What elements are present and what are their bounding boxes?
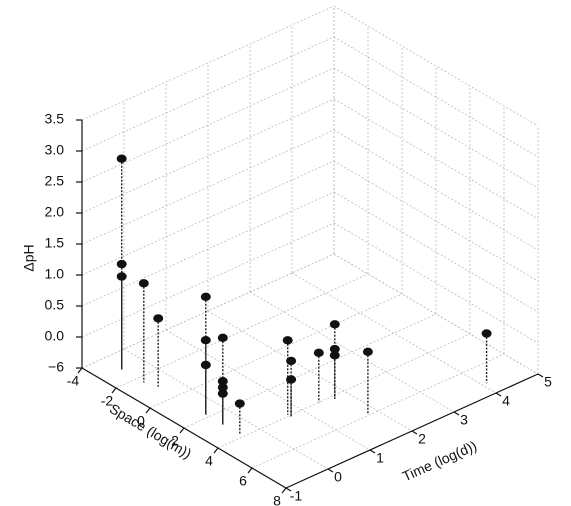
tick-mark — [453, 411, 460, 416]
x-tick-label: -4 — [67, 373, 80, 389]
y-tick-label: 5 — [544, 374, 552, 390]
z-tick-label: 3.0 — [45, 142, 65, 158]
x-tick-label: 6 — [239, 473, 247, 489]
point — [138, 279, 149, 288]
point — [313, 348, 324, 357]
grid-line — [207, 310, 413, 432]
grid-line — [333, 129, 539, 251]
point — [282, 336, 293, 345]
y-tick-label: 2 — [418, 431, 426, 447]
point — [116, 259, 127, 269]
point — [217, 333, 228, 342]
tick-mark — [495, 392, 502, 397]
y-axis-title: Time (log(d)) — [400, 437, 479, 484]
x-tick-label: 4 — [205, 453, 213, 469]
x-tick-label: -2 — [101, 393, 114, 409]
grid-line — [333, 253, 539, 375]
tick-mark — [111, 387, 117, 394]
point — [217, 383, 228, 392]
point — [200, 360, 211, 370]
grid-line — [333, 98, 539, 220]
z-tick-label: 2.0 — [45, 204, 65, 220]
z-tick-label: −6 — [48, 359, 64, 375]
grid-line — [249, 291, 455, 413]
point — [116, 154, 127, 163]
z-tick-label: 3.5 — [45, 111, 65, 127]
point — [481, 329, 492, 338]
point — [200, 292, 211, 301]
tick-mark — [369, 449, 376, 454]
tick-mark — [213, 447, 219, 454]
point — [217, 377, 228, 386]
point — [286, 375, 297, 384]
grid-line — [123, 348, 329, 470]
grid-line — [291, 272, 497, 394]
tick-mark — [179, 427, 185, 434]
tick-mark — [537, 373, 544, 378]
y-tick-label: 0 — [334, 469, 342, 485]
y-tick-label: -1 — [290, 488, 303, 504]
z-tick-label: 0.5 — [45, 297, 65, 313]
grid-line — [333, 67, 539, 189]
point — [116, 272, 127, 281]
point — [329, 320, 340, 329]
x-tick-label: 2 — [171, 433, 179, 449]
tick-mark — [77, 367, 83, 374]
point — [153, 314, 164, 323]
grid-line — [333, 222, 539, 344]
point — [234, 399, 245, 408]
tick-mark — [247, 467, 253, 474]
point — [200, 336, 211, 345]
z-tick-label: 1.5 — [45, 235, 65, 251]
y-tick-label: 1 — [376, 450, 384, 466]
tick-mark — [145, 407, 151, 414]
point — [329, 351, 340, 360]
grid-line — [333, 5, 539, 127]
grid-line — [183, 313, 437, 429]
y-tick-label: 3 — [460, 412, 468, 428]
tick-mark — [327, 468, 334, 473]
point — [286, 356, 297, 366]
point — [329, 344, 340, 354]
grid-line — [333, 160, 539, 282]
tick-mark — [285, 487, 292, 492]
tick-mark — [411, 430, 418, 435]
z-tick-label: 1.0 — [45, 266, 65, 282]
grid-line — [333, 191, 539, 313]
grid-line — [165, 329, 371, 451]
tick-mark — [281, 487, 287, 494]
point — [217, 389, 228, 398]
z-tick-label: 2.5 — [45, 173, 65, 189]
point — [362, 347, 373, 356]
z-tick-label: 0.0 — [45, 328, 65, 344]
z-axis-title: ΔpH — [21, 244, 37, 271]
y-tick-label: 4 — [502, 393, 510, 409]
grid-line — [333, 36, 539, 158]
x-tick-label: 0 — [137, 413, 145, 429]
x-tick-label: 8 — [273, 493, 281, 506]
grid-line — [115, 273, 369, 389]
